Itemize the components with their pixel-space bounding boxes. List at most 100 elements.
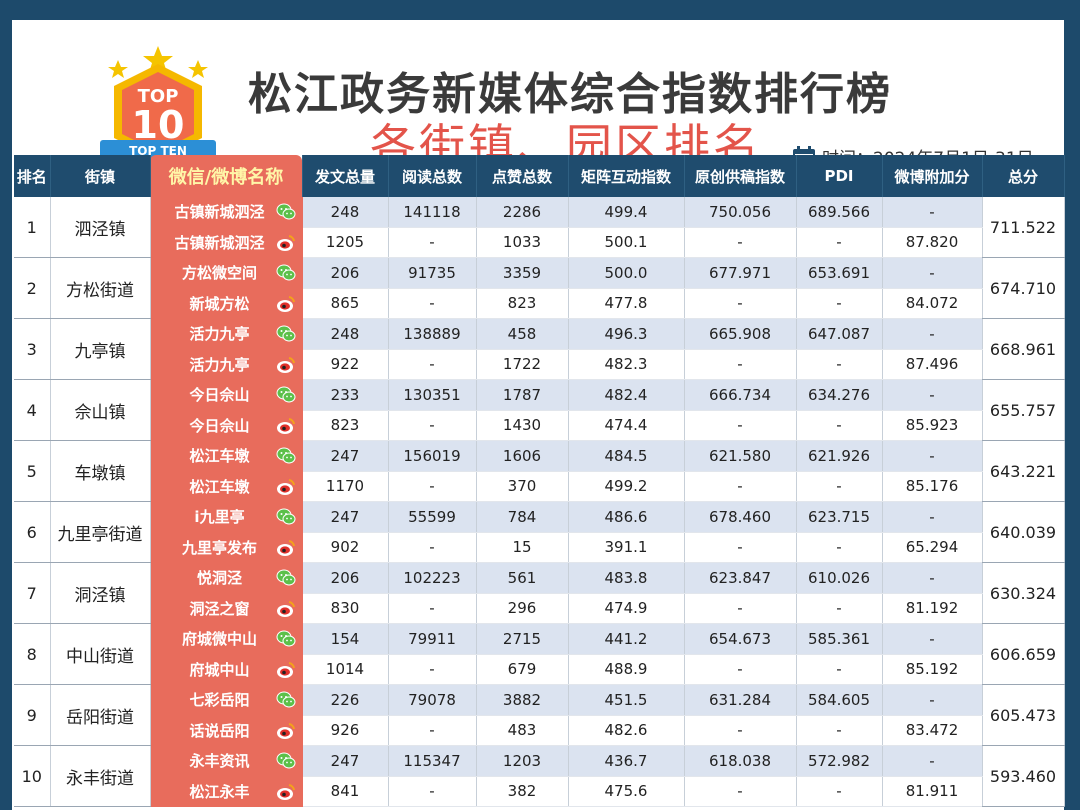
weibo-reads-cell: -	[388, 410, 477, 441]
weibo-reads-cell: -	[388, 654, 477, 685]
weibo-icon	[276, 661, 295, 678]
weibo-account-name: 新城方松	[189, 294, 250, 313]
wechat-pdi-cell: 572.982	[796, 745, 883, 777]
rank-cell: 2	[14, 257, 51, 319]
wechat-account-cell: 永丰资讯	[150, 745, 303, 777]
street-cell: 中山街道	[50, 623, 151, 685]
wechat-likes-cell: 458	[476, 318, 569, 350]
wechat-account-cell: i九里亭	[150, 501, 303, 533]
wechat-bonus-cell: -	[882, 501, 983, 533]
wechat-likes-cell: 1203	[476, 745, 569, 777]
table-row: 1 泗泾镇 古镇新城泗泾 248 141118 2286 499.4 750.056 689.5…	[14, 197, 1065, 258]
weibo-original-cell: -	[684, 227, 797, 258]
table-row: 10 永丰街道 永丰资讯 247 115347 1203 436.7 618.038 572.9…	[14, 745, 1065, 807]
wechat-posts-cell: 247	[302, 501, 389, 533]
weibo-interact-cell: 488.9	[568, 654, 685, 685]
wechat-likes-cell: 784	[476, 501, 569, 533]
weibo-interact-cell: 477.8	[568, 288, 685, 319]
wechat-pdi-cell: 689.566	[796, 197, 883, 228]
weibo-interact-cell: 475.6	[568, 776, 685, 807]
wechat-bonus-cell: -	[882, 197, 983, 228]
wechat-interact-cell: 499.4	[568, 197, 685, 228]
weibo-interact-cell: 474.4	[568, 410, 685, 441]
weibo-account-name: 松江车墩	[189, 477, 250, 496]
weibo-icon	[276, 722, 295, 739]
weibo-interact-cell: 499.2	[568, 471, 685, 502]
table-row: 7 洞泾镇 悦洞泾 206 102223 561 483.8 623.847 610.026-6…	[14, 562, 1065, 624]
street-cell: 泗泾镇	[50, 197, 151, 258]
wechat-icon	[276, 508, 295, 525]
weibo-likes-cell: 382	[476, 776, 569, 807]
wechat-posts-cell: 154	[302, 623, 389, 655]
weibo-bonus-cell: 87.820	[882, 227, 983, 258]
wechat-reads-cell: 91735	[388, 257, 477, 289]
weibo-posts-cell: 922	[302, 349, 389, 380]
page-title: 松江政务新媒体综合指数排行榜	[248, 69, 892, 120]
total-score-cell: 593.460	[982, 745, 1065, 807]
weibo-account-cell: 松江永丰	[150, 776, 303, 807]
wechat-reads-cell: 138889	[388, 318, 477, 350]
weibo-icon	[276, 539, 295, 556]
weibo-icon	[276, 234, 295, 251]
table-row: 洞泾之窗 830-296 474.9- -81.192	[14, 593, 1064, 624]
wechat-account-name: 古镇新城泗泾	[174, 203, 265, 222]
table-row: 今日佘山 823-1430 474.4- -85.923	[14, 410, 1064, 441]
wechat-account-cell: 今日佘山	[150, 379, 303, 411]
col-header-rank: 排名	[14, 155, 51, 197]
total-score-cell: 630.324	[982, 562, 1065, 624]
ranking-body: 1 泗泾镇 古镇新城泗泾 248 141118 2286 499.4 750.056 689.5…	[14, 197, 1065, 807]
rank-cell: 3	[14, 318, 51, 380]
wechat-likes-cell: 1606	[476, 440, 569, 472]
wechat-reads-cell: 141118	[388, 197, 477, 228]
wechat-likes-cell: 2286	[476, 197, 569, 228]
ranking-table: 排名 街镇 微信/微博名称 发文总量 阅读总数 点赞总数 矩阵互动指数 原创供稿…	[14, 155, 1065, 807]
wechat-icon	[276, 264, 295, 281]
street-cell: 岳阳街道	[50, 684, 151, 746]
wechat-bonus-cell: -	[882, 745, 983, 777]
table-row: 松江永丰 841-382 475.6- -81.911	[14, 776, 1064, 807]
weibo-bonus-cell: 83.472	[882, 715, 983, 746]
wechat-account-name: 今日佘山	[189, 386, 250, 405]
wechat-account-cell: 悦洞泾	[150, 562, 303, 594]
wechat-icon	[276, 203, 295, 220]
wechat-posts-cell: 247	[302, 440, 389, 472]
wechat-posts-cell: 233	[302, 379, 389, 411]
wechat-account-name: 松江车墩	[189, 447, 250, 466]
col-header-pdi: PDI	[796, 155, 883, 197]
weibo-account-cell: 府城中山	[150, 654, 303, 685]
col-header-reads: 阅读总数	[388, 155, 477, 197]
total-score-cell: 643.221	[982, 440, 1065, 502]
wechat-posts-cell: 206	[302, 257, 389, 289]
col-header-interact: 矩阵互动指数	[568, 155, 685, 197]
weibo-icon	[276, 356, 295, 373]
table-row: 8 中山街道 府城微中山 154 79911 2715 441.2 654.673 585.36…	[14, 623, 1065, 685]
total-score-cell: 606.659	[982, 623, 1065, 685]
street-cell: 永丰街道	[50, 745, 151, 807]
wechat-account-cell: 府城微中山	[150, 623, 303, 655]
weibo-bonus-cell: 65.294	[882, 532, 983, 563]
wechat-reads-cell: 130351	[388, 379, 477, 411]
wechat-interact-cell: 483.8	[568, 562, 685, 594]
table-row: 2 方松街道 方松微空间 206 91735 3359 500.0 677.971 653.69…	[14, 257, 1065, 319]
rank-cell: 10	[14, 745, 51, 807]
weibo-account-cell: 九里亭发布	[150, 532, 303, 563]
wechat-bonus-cell: -	[882, 440, 983, 472]
wechat-original-cell: 750.056	[684, 197, 797, 228]
weibo-account-cell: 今日佘山	[150, 410, 303, 441]
wechat-pdi-cell: 585.361	[796, 623, 883, 655]
total-score-cell: 711.522	[982, 197, 1065, 258]
weibo-bonus-cell: 85.923	[882, 410, 983, 441]
weibo-original-cell: -	[684, 288, 797, 319]
weibo-likes-cell: 370	[476, 471, 569, 502]
rank-cell: 1	[14, 197, 51, 258]
wechat-account-cell: 方松微空间	[150, 257, 303, 289]
weibo-likes-cell: 1722	[476, 349, 569, 380]
weibo-icon	[276, 783, 295, 800]
weibo-posts-cell: 902	[302, 532, 389, 563]
wechat-interact-cell: 451.5	[568, 684, 685, 716]
wechat-reads-cell: 79078	[388, 684, 477, 716]
wechat-posts-cell: 206	[302, 562, 389, 594]
wechat-account-name: 永丰资讯	[189, 752, 250, 771]
weibo-posts-cell: 926	[302, 715, 389, 746]
weibo-posts-cell: 841	[302, 776, 389, 807]
